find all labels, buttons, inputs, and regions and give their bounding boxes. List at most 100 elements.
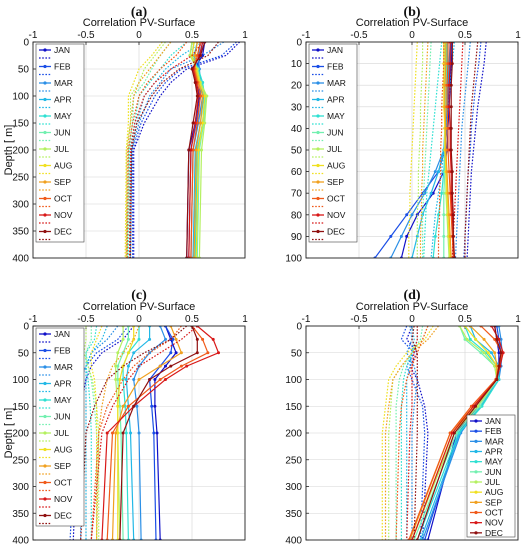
- series-apr-dotted-line: [85, 326, 108, 540]
- legend-label-may: MAY: [485, 457, 503, 467]
- series-mar-point: [164, 337, 167, 341]
- legend-marker-feb: [43, 64, 47, 69]
- legend-marker-nov: [43, 213, 47, 217]
- series-sep-dotted-line: [125, 42, 172, 258]
- legend-marker-feb: [43, 348, 47, 353]
- x-tick-label: -0.5: [350, 30, 368, 41]
- axis-title: Correlation PV-Surface: [83, 17, 196, 29]
- series-dec-point: [450, 170, 454, 174]
- legend-label-dec: DEC: [54, 227, 72, 237]
- series-oct-solid-line: [190, 42, 202, 258]
- legend-marker-may: [43, 398, 47, 402]
- legend-marker-may: [474, 460, 478, 464]
- series-apr-solid-line: [125, 326, 151, 540]
- series-sep-point: [198, 121, 202, 125]
- legend-marker-may: [43, 114, 47, 118]
- legend-marker-oct: [316, 196, 320, 201]
- series-dec-point: [148, 378, 152, 381]
- series-jun-point: [479, 351, 483, 355]
- series-jul-point: [203, 121, 207, 125]
- legend-label-mar: MAR: [485, 436, 504, 446]
- series-nov-dotted-line: [406, 326, 418, 540]
- legend-marker-jan: [474, 419, 478, 423]
- axes-frame: [32, 41, 246, 259]
- legend: JAN FEB MAR APR MAY JUN JUL AUG SEP OCT NOV DEC: [308, 43, 358, 243]
- series-jun-solid-line: [117, 326, 129, 540]
- series-aug-point: [118, 378, 122, 381]
- legend-marker-jul: [43, 147, 47, 151]
- series-jun-dotted-line: [422, 42, 432, 258]
- legend-marker-jun: [43, 414, 47, 419]
- series-nov-point: [447, 105, 451, 109]
- series-sep-point: [179, 351, 183, 355]
- y-tick-label: 0: [296, 322, 302, 333]
- y-tick-label: 150: [12, 119, 29, 130]
- series-sep-point: [137, 378, 141, 381]
- series-sep-dotted-line: [384, 326, 439, 540]
- legend-label-aug: AUG: [54, 445, 72, 455]
- series-jan-dotted-line: [406, 326, 429, 540]
- series-jun-dotted-line: [395, 326, 424, 540]
- x-tick-label: 0.5: [458, 314, 472, 325]
- legend-label-aug: AUG: [485, 487, 503, 497]
- x-tick-label: 1: [242, 30, 248, 41]
- series-dec-point: [450, 191, 454, 195]
- legend-label-nov: NOV: [54, 210, 73, 220]
- x-tick-label: 1: [515, 30, 521, 41]
- series-may-point: [201, 81, 205, 84]
- axis-title: Correlation PV-Surface: [356, 301, 469, 313]
- series-dec-solid-line: [416, 326, 502, 540]
- y-tick-label: 200: [285, 429, 302, 440]
- y-tick-label: 0: [23, 38, 29, 49]
- series-dec-point: [132, 404, 136, 408]
- series-may-point: [137, 337, 141, 341]
- legend-marker-mar: [474, 439, 478, 443]
- series-dec-point: [195, 351, 199, 355]
- series-jul-solid-line: [189, 42, 208, 258]
- series-dec-point: [195, 94, 199, 98]
- series-nov-point: [471, 404, 475, 408]
- legend-marker-oct: [474, 510, 478, 515]
- series-aug-dotted-line: [124, 42, 163, 258]
- legend-label-may: MAY: [327, 111, 345, 121]
- legend-marker-apr: [43, 381, 47, 386]
- y-tick-label: 50: [18, 348, 30, 359]
- legend-label-oct: OCT: [485, 508, 503, 518]
- legend-label-jan: JAN: [54, 45, 70, 55]
- series-mar-solid-line: [133, 326, 167, 540]
- series-mar-point: [410, 213, 414, 217]
- series-dec-point: [187, 148, 191, 152]
- axes-frame: [32, 325, 246, 541]
- legend-label-oct: OCT: [54, 194, 72, 204]
- series-apr-point: [437, 170, 440, 174]
- series-dec-point: [198, 54, 202, 57]
- legend-label-jan: JAN: [54, 329, 70, 339]
- series-jan-point: [497, 351, 501, 355]
- legend-marker-oct: [43, 196, 47, 201]
- series-jul-point: [188, 54, 192, 57]
- x-tick-label: 1: [515, 314, 521, 325]
- y-tick-label: 20: [291, 81, 303, 92]
- panel-1: (a)Correlation PV-Surface -1 -0.5 0 0.5 1 0 50 1…: [3, 5, 248, 265]
- series-aug-solid-line: [191, 42, 206, 258]
- legend-label-feb: FEB: [327, 62, 344, 72]
- series-oct-point: [198, 94, 202, 98]
- series-apr-dotted-line: [430, 42, 455, 258]
- series-nov-solid-line: [188, 42, 204, 258]
- legend-label-jun: JUN: [54, 412, 71, 422]
- panel-label: (d): [403, 288, 420, 303]
- y-tick-label: 150: [285, 402, 302, 413]
- series-nov-point: [497, 337, 501, 341]
- y-tick-label: 100: [285, 375, 302, 386]
- series-apr-point: [429, 191, 433, 195]
- series-nov-dotted-line: [128, 42, 204, 258]
- legend-box: [35, 327, 85, 527]
- series-oct-point: [446, 148, 450, 152]
- legend-label-oct: OCT: [327, 194, 345, 204]
- legend-marker-jul: [316, 147, 320, 151]
- series-dec-point: [191, 121, 195, 125]
- legend-label-sep: SEP: [485, 497, 502, 507]
- series-nov-point: [447, 83, 451, 87]
- legend-marker-sep: [43, 464, 47, 468]
